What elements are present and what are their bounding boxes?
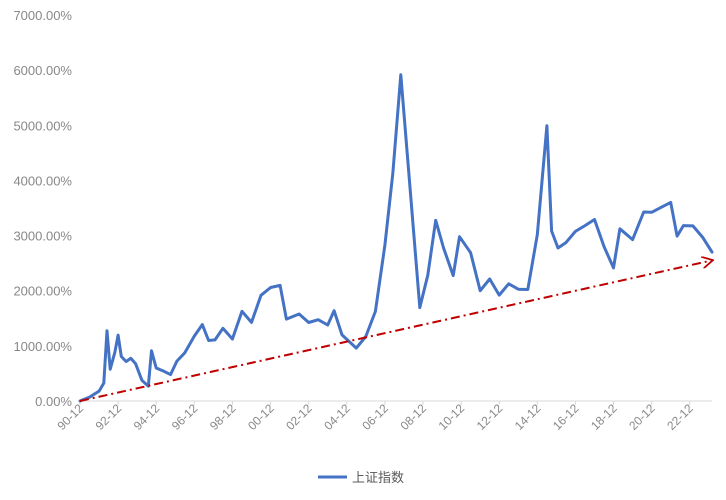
trend-arrow — [79, 260, 712, 402]
x-tick-label: 16-12 — [550, 401, 582, 433]
legend-label-shanghai-index: 上证指数 — [352, 470, 404, 485]
y-tick-label: 4000.00% — [13, 173, 72, 188]
y-tick-label: 3000.00% — [13, 229, 72, 244]
series-layer — [78, 73, 714, 403]
x-tick-label: 12-12 — [474, 401, 506, 433]
x-tick-label: 22-12 — [664, 401, 696, 433]
x-tick-label: 98-12 — [207, 401, 239, 433]
x-tick-label: 10-12 — [436, 401, 468, 433]
x-tick-label: 18-12 — [588, 401, 620, 433]
y-tick-label: 7000.00% — [13, 8, 72, 23]
y-axis-ticks: 0.00% 1000.00% 2000.00% 3000.00% 4000.00% 500… — [13, 8, 72, 409]
y-tick-label: 5000.00% — [13, 118, 72, 133]
x-tick-label: 06-12 — [359, 401, 391, 433]
y-tick-label: 0.00% — [35, 394, 72, 409]
x-axis-ticks: 90-12 92-12 94-12 96-12 98-12 00-12 02-12 04-12… — [55, 401, 697, 433]
legend: 上证指数 — [318, 470, 404, 485]
x-tick-label: 00-12 — [245, 401, 277, 433]
x-tick-label: 92-12 — [93, 401, 125, 433]
y-tick-label: 1000.00% — [13, 339, 72, 354]
x-tick-label: 04-12 — [321, 401, 353, 433]
x-tick-label: 02-12 — [283, 401, 315, 433]
x-tick-label: 96-12 — [169, 401, 201, 433]
x-tick-label: 20-12 — [626, 401, 658, 433]
series-line-shanghai-index — [78, 73, 714, 403]
y-tick-label: 2000.00% — [13, 284, 72, 299]
x-tick-label: 14-12 — [512, 401, 544, 433]
x-tick-label: 94-12 — [131, 401, 163, 433]
y-tick-label: 6000.00% — [13, 63, 72, 78]
x-tick-label: 08-12 — [398, 401, 430, 433]
